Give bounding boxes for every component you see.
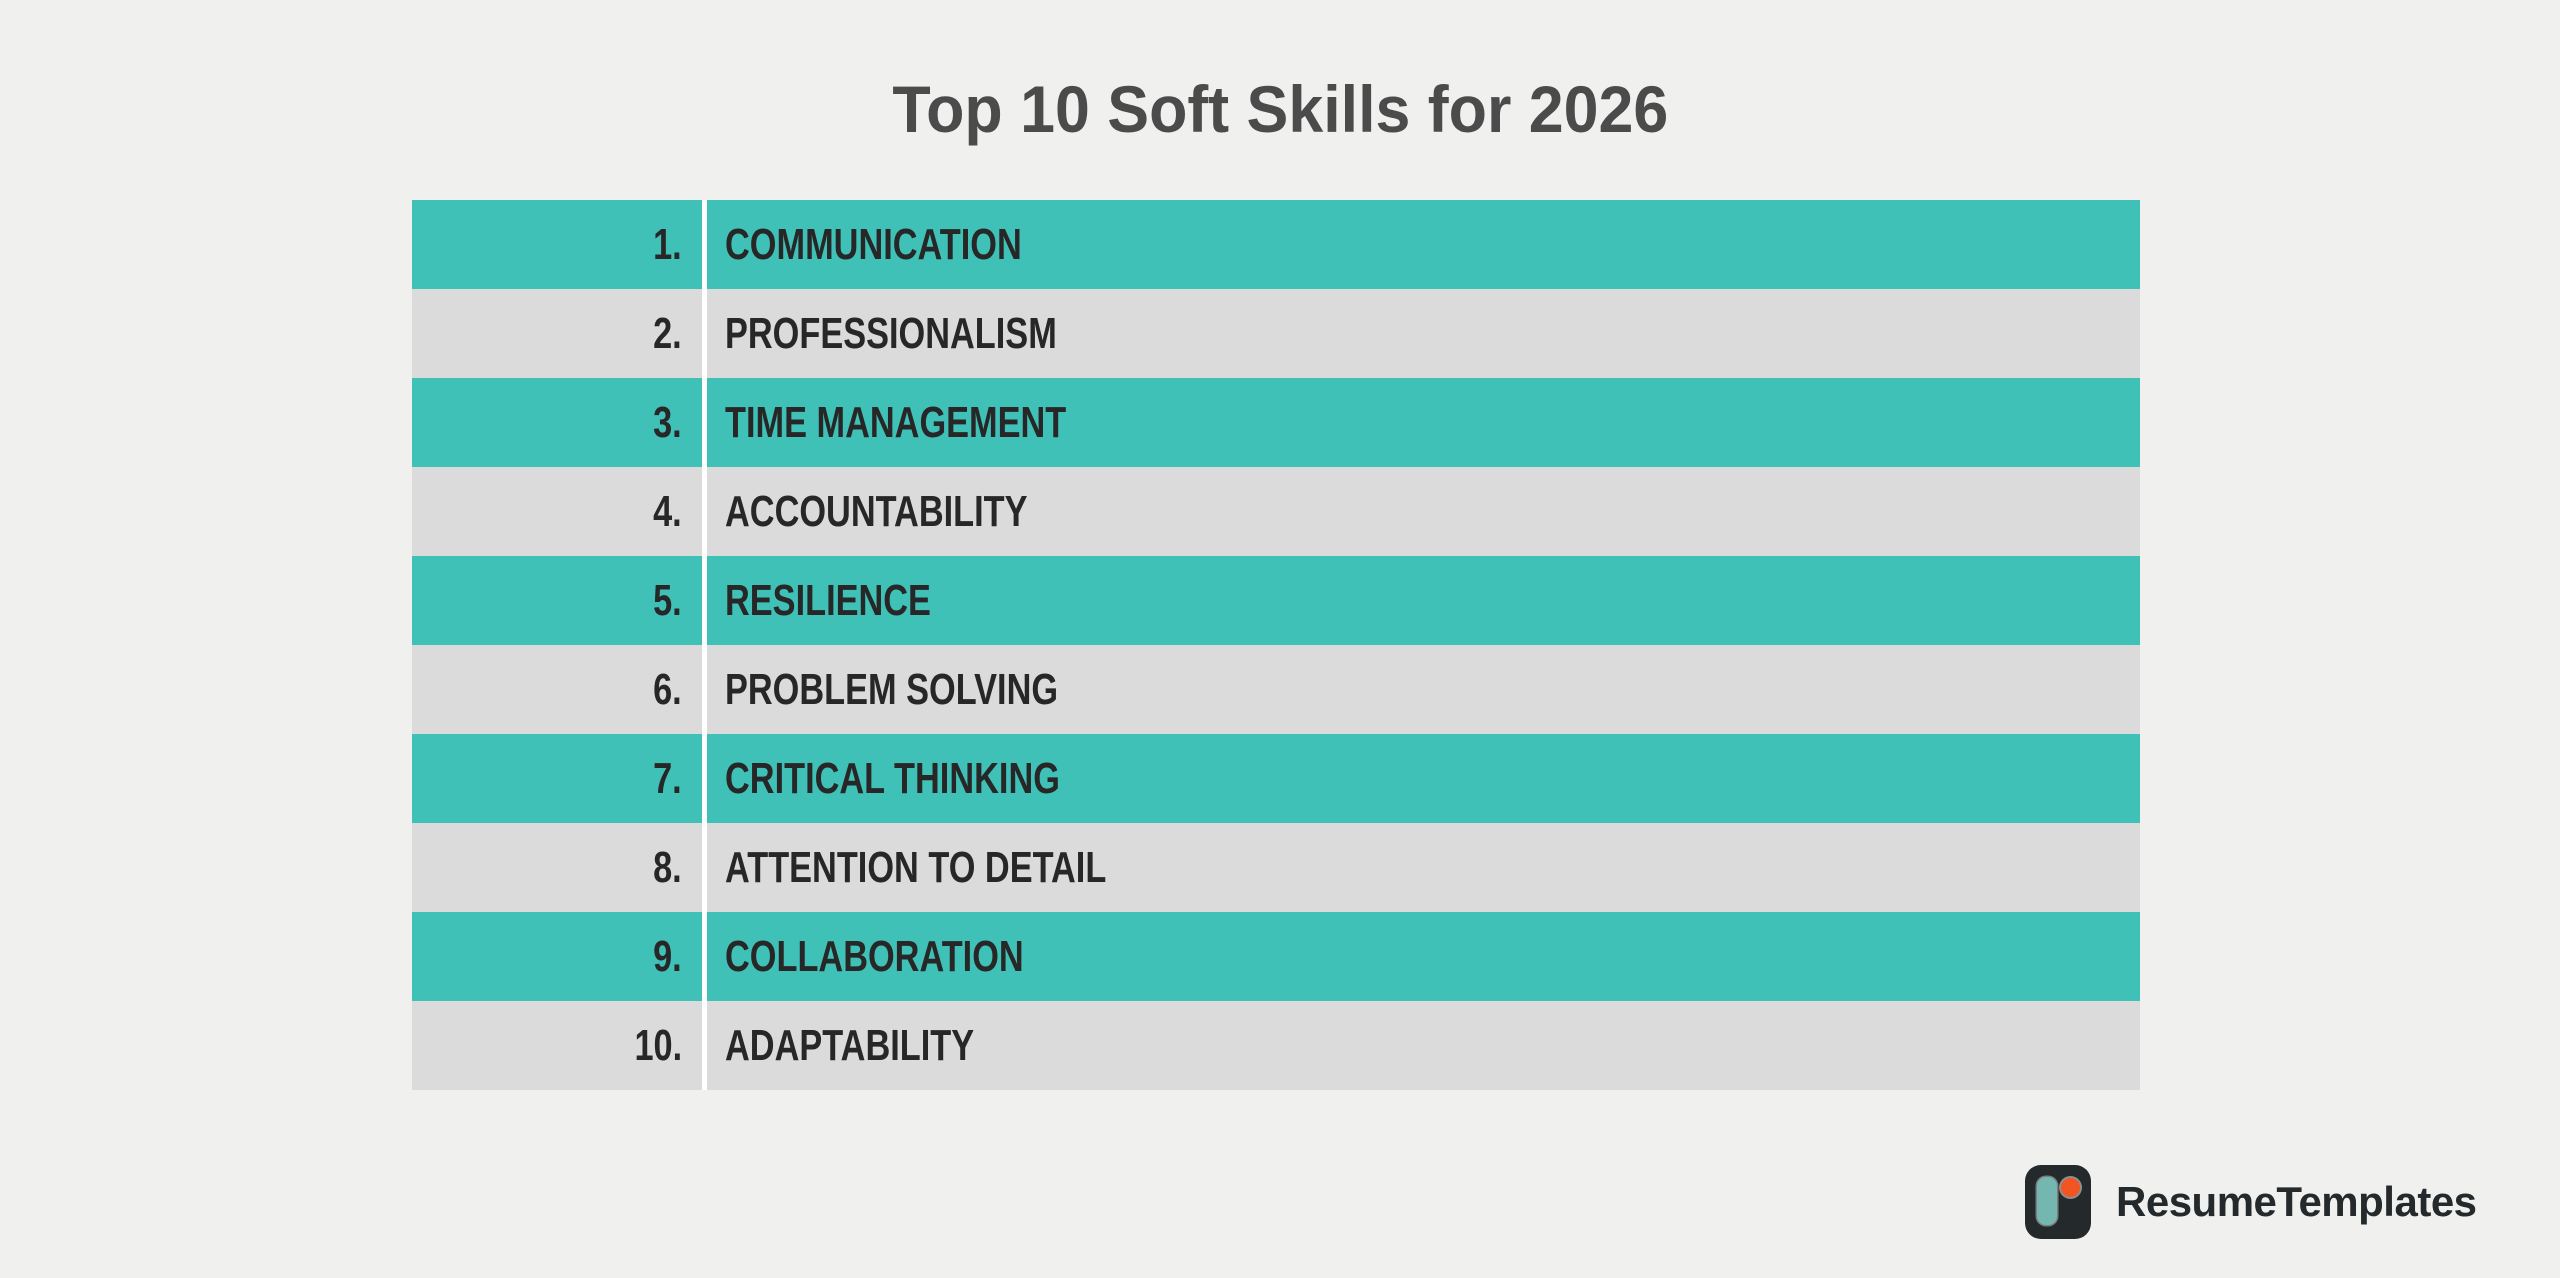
skill-rank: 10. xyxy=(634,1020,682,1070)
skill-rank: 7. xyxy=(653,753,682,803)
skill-label: COMMUNICATION xyxy=(725,219,1022,269)
skill-label: COLLABORATION xyxy=(725,931,1024,981)
skill-rank: 4. xyxy=(653,486,682,536)
skill-label: RESILIENCE xyxy=(725,575,931,625)
skill-label-cell: COLLABORATION xyxy=(707,912,2140,1001)
logo-bar-shape xyxy=(2037,1177,2057,1225)
column-divider xyxy=(702,1001,707,1090)
skill-label: TIME MANAGEMENT xyxy=(725,397,1067,447)
skill-label: ADAPTABILITY xyxy=(725,1020,975,1070)
skill-row-9: 9. COLLABORATION xyxy=(412,912,2140,1001)
skill-row-10: 10. ADAPTABILITY xyxy=(412,1001,2140,1090)
skill-row-7: 7. CRITICAL THINKING xyxy=(412,734,2140,823)
page-title: Top 10 Soft Skills for 2026 xyxy=(0,76,2560,142)
skill-rank: 9. xyxy=(653,931,682,981)
skill-row-2: 2. PROFESSIONALISM xyxy=(412,289,2140,378)
skill-row-8: 8. ATTENTION TO DETAIL xyxy=(412,823,2140,912)
skill-rank-cell: 3. xyxy=(412,378,702,467)
skill-label-cell: ACCOUNTABILITY xyxy=(707,467,2140,556)
column-divider xyxy=(702,289,707,378)
brand-footer: ResumeTemplates xyxy=(2025,1165,2477,1239)
column-divider xyxy=(702,645,707,734)
skill-rank: 6. xyxy=(653,664,682,714)
column-divider xyxy=(702,200,707,289)
skill-label-cell: COMMUNICATION xyxy=(707,200,2140,289)
skill-rank-cell: 6. xyxy=(412,645,702,734)
skill-rank-cell: 1. xyxy=(412,200,702,289)
column-divider xyxy=(702,467,707,556)
skill-label: ACCOUNTABILITY xyxy=(725,486,1028,536)
skill-label-cell: PROBLEM SOLVING xyxy=(707,645,2140,734)
skill-rank-cell: 7. xyxy=(412,734,702,823)
column-divider xyxy=(702,823,707,912)
skill-label-cell: TIME MANAGEMENT xyxy=(707,378,2140,467)
skill-label: CRITICAL THINKING xyxy=(725,753,1060,803)
skill-rank: 2. xyxy=(653,308,682,358)
skill-label: PROBLEM SOLVING xyxy=(725,664,1059,714)
brand-name: ResumeTemplates xyxy=(2116,1178,2477,1225)
column-divider xyxy=(702,912,707,1001)
skill-label-cell: PROFESSIONALISM xyxy=(707,289,2140,378)
skill-label-cell: CRITICAL THINKING xyxy=(707,734,2140,823)
skill-rank-cell: 5. xyxy=(412,556,702,645)
skill-rank-cell: 9. xyxy=(412,912,702,1001)
skill-label: ATTENTION TO DETAIL xyxy=(725,842,1107,892)
skill-rank-cell: 4. xyxy=(412,467,702,556)
skill-rank-cell: 2. xyxy=(412,289,702,378)
page-title-text: Top 10 Soft Skills for 2026 xyxy=(892,72,1668,146)
skill-row-1: 1. COMMUNICATION xyxy=(412,200,2140,289)
skill-row-3: 3. TIME MANAGEMENT xyxy=(412,378,2140,467)
skill-rank: 5. xyxy=(653,575,682,625)
skill-label-cell: ATTENTION TO DETAIL xyxy=(707,823,2140,912)
skill-rank-cell: 8. xyxy=(412,823,702,912)
skill-row-5: 5. RESILIENCE xyxy=(412,556,2140,645)
skill-row-6: 6. PROBLEM SOLVING xyxy=(412,645,2140,734)
skill-rank-cell: 10. xyxy=(412,1001,702,1090)
column-divider xyxy=(702,556,707,645)
skills-table: 1. COMMUNICATION 2. PROFESSIONALISM 3. T… xyxy=(412,200,2140,1090)
resumetemplates-logo-icon xyxy=(2025,1165,2091,1239)
skill-label-cell: ADAPTABILITY xyxy=(707,1001,2140,1090)
skill-rank: 3. xyxy=(653,397,682,447)
logo-dot-shape xyxy=(2061,1178,2080,1197)
column-divider xyxy=(702,378,707,467)
skill-label-cell: RESILIENCE xyxy=(707,556,2140,645)
skill-rank: 1. xyxy=(653,219,682,269)
skill-row-4: 4. ACCOUNTABILITY xyxy=(412,467,2140,556)
skill-label: PROFESSIONALISM xyxy=(725,308,1057,358)
column-divider xyxy=(702,734,707,823)
skill-rank: 8. xyxy=(653,842,682,892)
